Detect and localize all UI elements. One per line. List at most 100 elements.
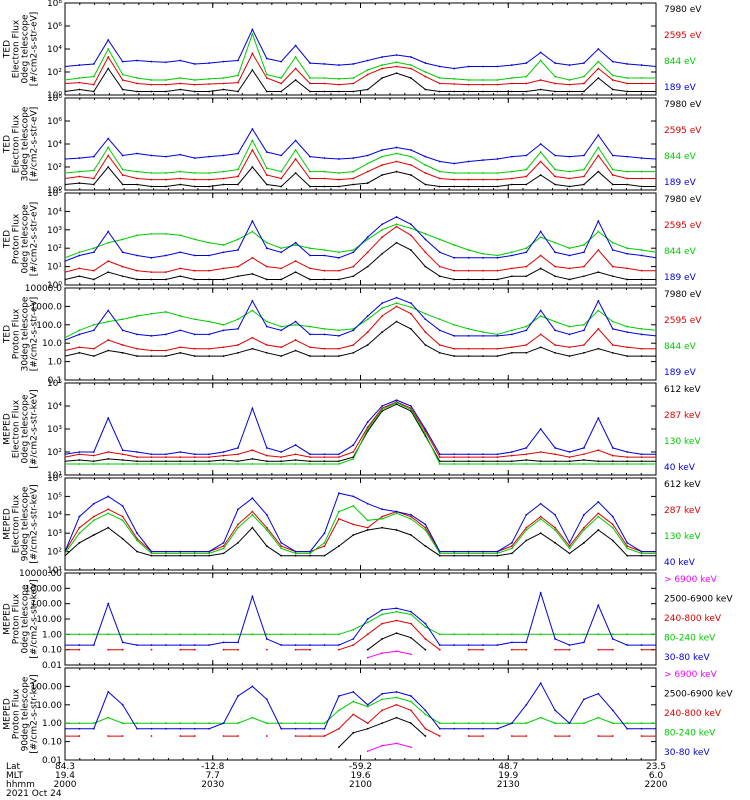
data-point	[208, 554, 211, 557]
data-point	[280, 325, 283, 328]
data-point	[554, 529, 556, 531]
data-point	[265, 77, 268, 79]
data-point	[626, 278, 629, 281]
data-point	[237, 59, 239, 62]
legend-entry: 612 keV	[664, 385, 701, 395]
data-point	[381, 302, 384, 305]
data-point	[179, 234, 182, 237]
data-point	[640, 90, 643, 93]
data-point	[208, 456, 211, 459]
data-point	[78, 275, 81, 278]
data-point	[193, 83, 196, 86]
data-point	[640, 648, 643, 651]
data-point	[309, 460, 311, 463]
data-point	[510, 275, 513, 278]
data-point	[222, 251, 225, 254]
data-point	[482, 79, 484, 81]
data-point	[323, 249, 326, 251]
data-point	[107, 691, 110, 693]
data-point	[554, 183, 556, 186]
data-point	[294, 339, 297, 341]
data-point	[510, 82, 513, 85]
data-point	[626, 331, 629, 334]
data-point	[136, 82, 138, 85]
data-point	[583, 698, 585, 701]
data-point	[525, 641, 528, 644]
data-point	[121, 183, 124, 186]
data-point	[453, 633, 456, 636]
data-point	[107, 716, 110, 719]
data-point	[453, 162, 456, 165]
data-point	[136, 177, 138, 180]
y-axis-label: MEPED Electron Flux 90deg telescope [#/cm2-…	[3, 484, 40, 563]
data-point	[655, 456, 656, 459]
data-point	[265, 463, 268, 465]
data-point	[467, 463, 470, 465]
data-point	[381, 508, 384, 511]
data-point	[150, 79, 153, 81]
data-point	[539, 254, 542, 257]
data-point	[496, 722, 499, 725]
y-tick-label: 10⁵	[47, 189, 62, 199]
y-tick-label: 10⁶	[47, 117, 62, 127]
y-axis-label: MEPED Proton Flux 90deg telescope [#/cm2-s-…	[3, 674, 40, 753]
data-point	[424, 648, 427, 651]
data-point	[251, 336, 254, 339]
data-point	[165, 460, 167, 463]
data-point	[237, 351, 239, 354]
data-point	[611, 515, 614, 518]
data-point	[611, 351, 614, 354]
data-point	[179, 315, 182, 317]
data-point	[136, 269, 138, 272]
data-point	[280, 722, 283, 725]
data-point	[323, 82, 326, 85]
data-point	[366, 265, 369, 268]
data-point	[222, 541, 225, 544]
data-point	[208, 254, 211, 257]
series-line-80-240-kev	[65, 611, 656, 635]
data-point	[626, 170, 629, 173]
data-point	[611, 79, 614, 81]
data-point	[453, 456, 456, 459]
data-point	[65, 355, 66, 357]
data-point	[424, 735, 427, 737]
data-point	[121, 265, 124, 268]
data-point	[496, 65, 499, 68]
series-line--6900-kev	[367, 650, 412, 659]
data-point	[597, 230, 600, 233]
data-point	[655, 82, 656, 85]
data-point	[251, 407, 254, 410]
data-point	[568, 460, 571, 463]
legend-entry: 30-80 keV	[664, 748, 710, 758]
data-point	[453, 552, 456, 555]
data-point	[626, 325, 629, 328]
data-point	[65, 183, 66, 186]
y-axis-label-line: [#/cm2-s-str-keV]	[30, 579, 40, 658]
data-point	[410, 164, 412, 166]
data-point	[381, 223, 384, 226]
data-point	[611, 174, 614, 176]
data-point	[467, 550, 470, 553]
data-point	[510, 183, 513, 186]
data-point	[410, 155, 412, 158]
data-point	[539, 236, 542, 239]
data-point	[179, 170, 182, 173]
y-axis-label-line: Electron Flux	[12, 19, 22, 78]
data-point	[179, 77, 182, 79]
data-point	[655, 633, 656, 636]
data-point	[352, 451, 355, 453]
data-point	[92, 177, 95, 180]
data-point	[496, 550, 499, 553]
data-point	[539, 88, 542, 91]
data-point	[121, 519, 124, 522]
data-point	[539, 633, 542, 636]
data-point	[337, 492, 340, 495]
data-point	[568, 648, 571, 651]
data-point	[496, 79, 499, 81]
data-point	[136, 539, 138, 542]
data-point	[366, 502, 369, 505]
data-point	[121, 238, 124, 241]
data-point	[539, 517, 542, 520]
y-tick-label: 10⁶	[47, 474, 62, 484]
data-point	[583, 168, 585, 171]
